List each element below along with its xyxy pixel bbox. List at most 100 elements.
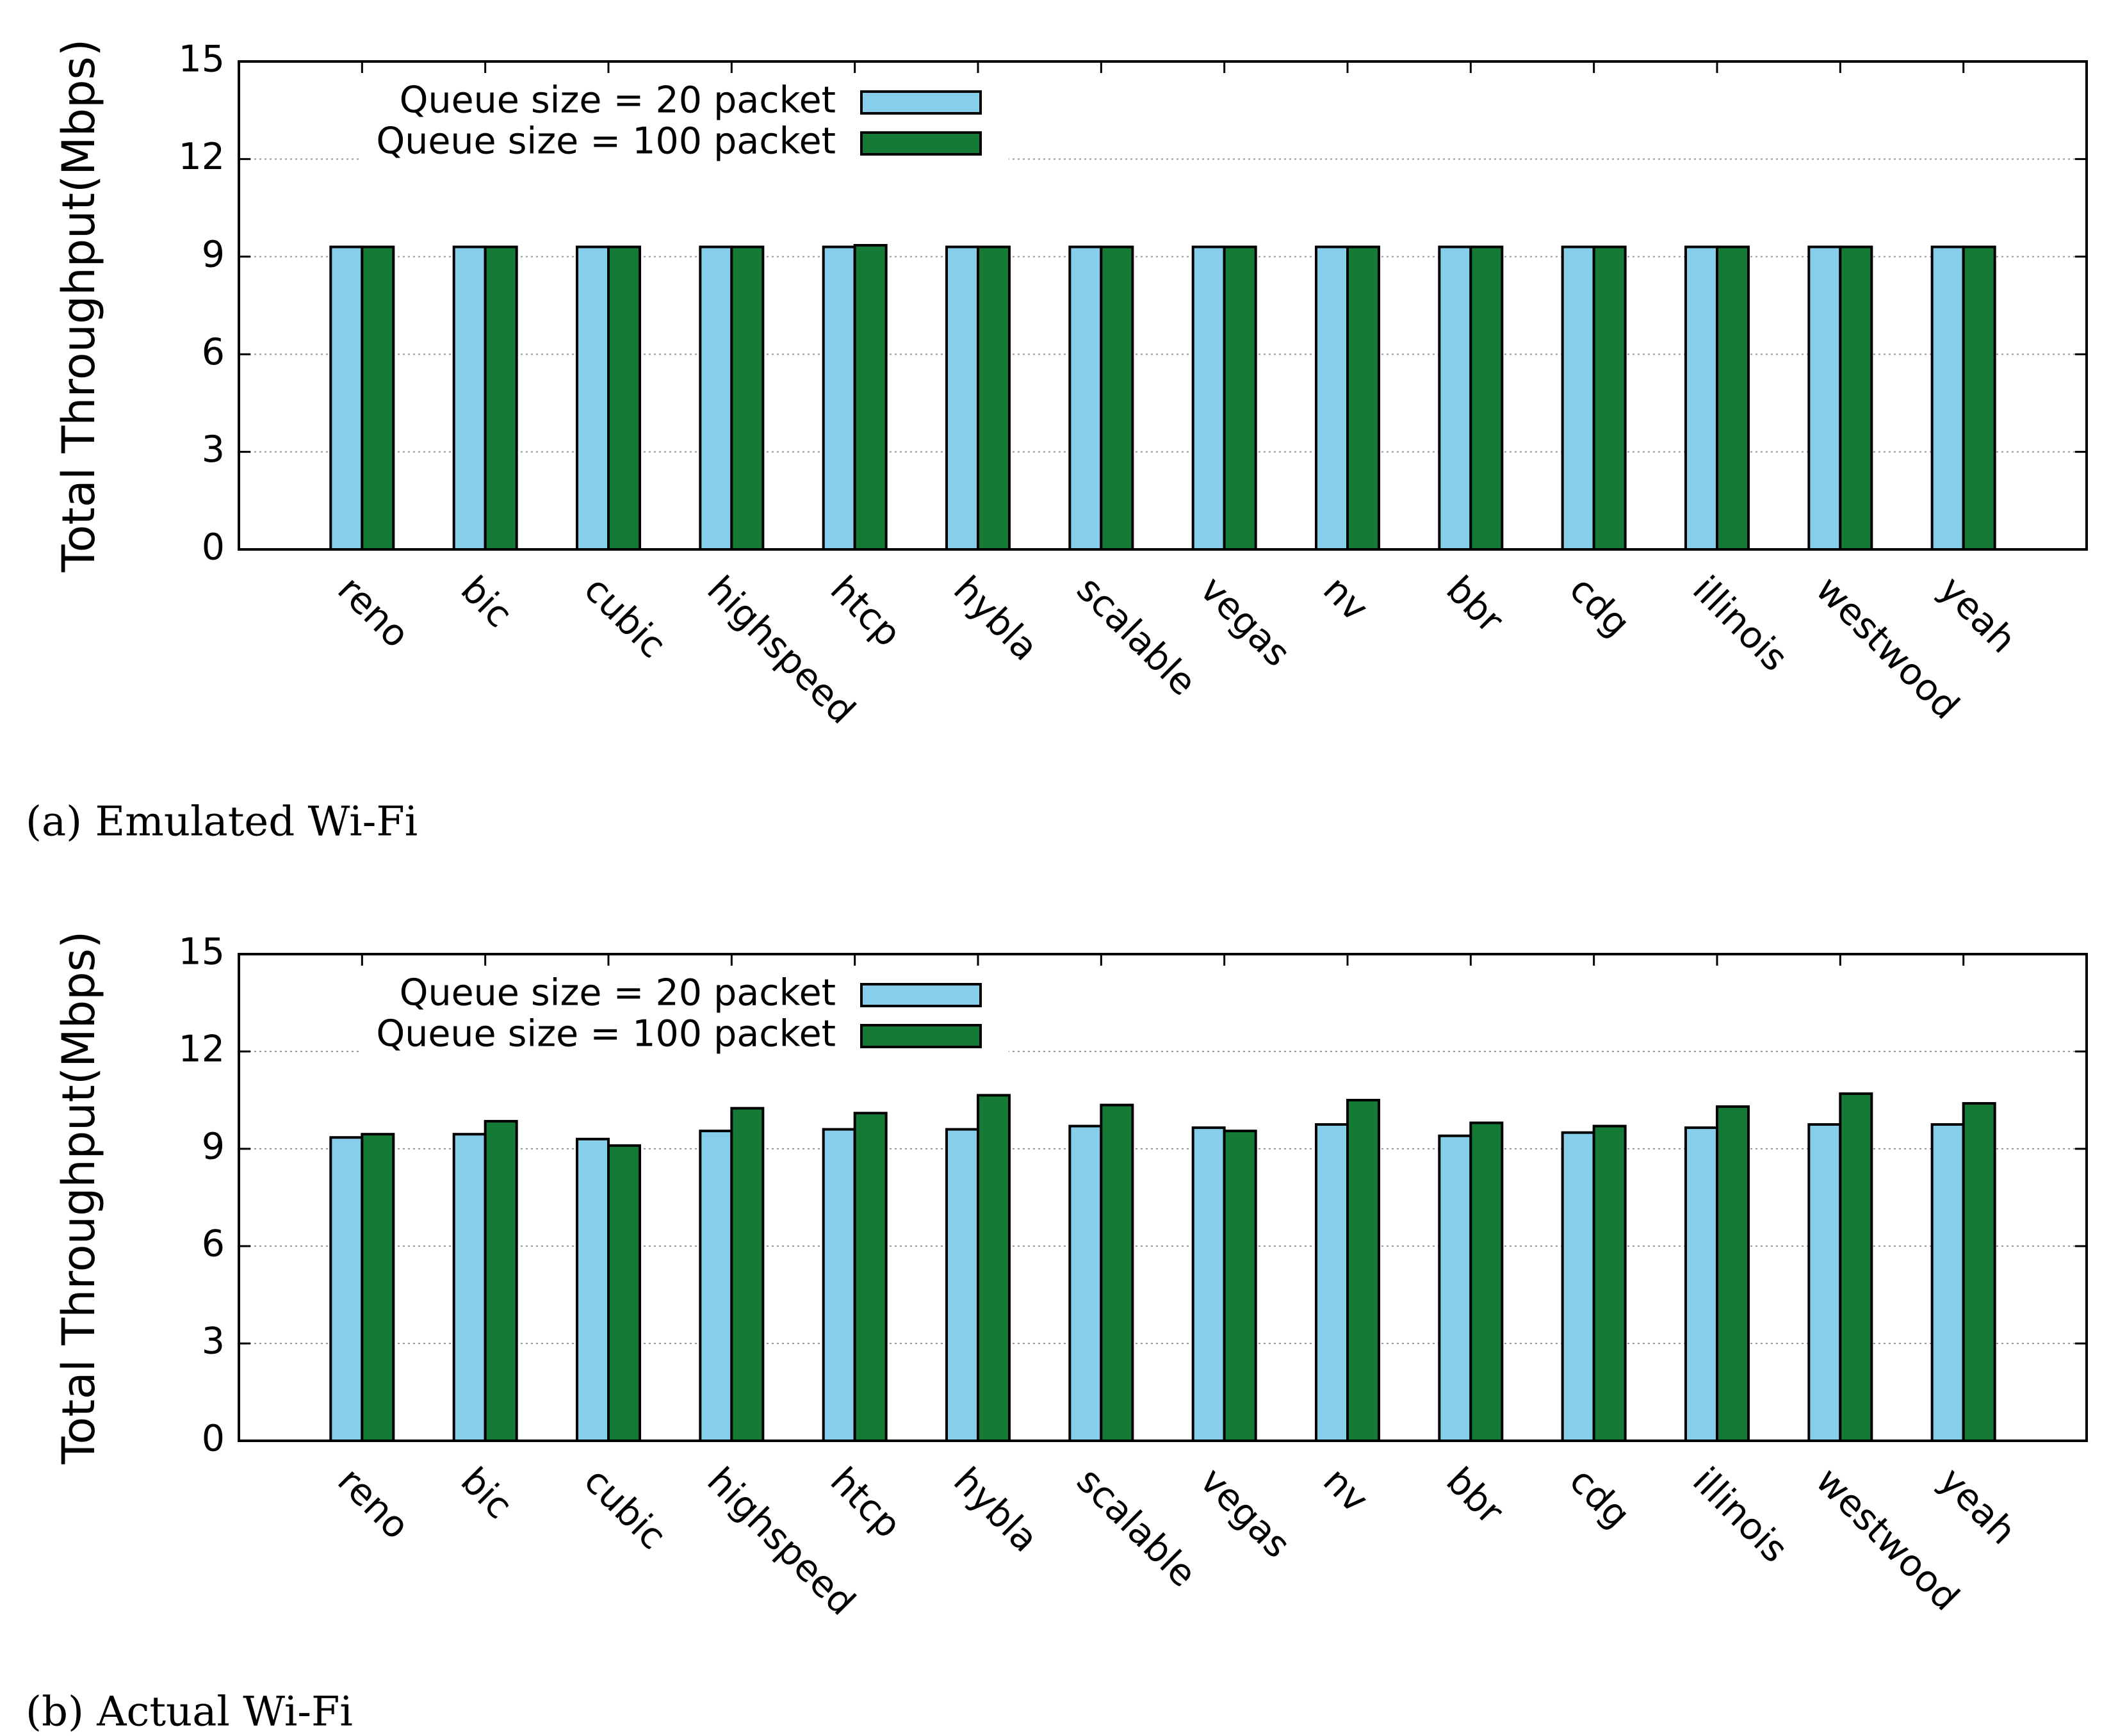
bar [1930,1123,1965,1442]
bar [977,245,1011,551]
x-tick-label: hybla [945,568,1047,669]
legend-swatch [860,90,982,115]
x-tick-label: yeah [1931,568,2024,661]
x-tick-label: reno [329,568,417,656]
bar [1930,245,1965,551]
y-tick-label: 12 [178,136,225,178]
x-tick-label: nv [1315,568,1376,629]
legend-swatch [860,131,982,156]
legend-label: Queue size = 100 packet [376,120,836,163]
bar [484,245,518,551]
legend-label: Queue size = 100 packet [376,1013,836,1055]
x-tick-label: bic [453,568,521,636]
x-tick-label: scalable [1068,1459,1204,1595]
x-tick-label: htcp [822,1459,909,1546]
bar [329,1136,364,1443]
bar [1100,245,1134,551]
bar [699,1130,733,1442]
bar [1438,1134,1472,1442]
bar [1807,245,1842,551]
plot-frame [238,953,2088,1442]
bar [730,245,765,551]
y-tick-label: 3 [202,428,225,471]
bar [1469,1121,1504,1442]
bar [1438,245,1472,551]
x-tick-label: cubic [576,1459,674,1557]
bar [329,245,364,551]
bar [945,245,979,551]
x-tick-label: vegas [1192,1459,1299,1566]
caption: (a) Emulated Wi-Fi [26,799,418,846]
x-tick-label: illinois [1684,568,1796,679]
bar [1592,245,1627,551]
bar [576,245,610,551]
bar [977,1094,1011,1442]
bar [452,245,487,551]
bar [1191,1126,1226,1442]
legend-swatch [860,1024,982,1048]
bar [822,245,856,551]
bar [1962,1102,1996,1442]
bar [1716,245,1750,551]
bar [361,245,395,551]
x-tick-label: cdg [1561,1459,1638,1536]
y-tick-label: 3 [202,1320,225,1363]
bar [1315,245,1349,551]
y-tick-label: 15 [178,931,225,973]
bar [607,1144,641,1443]
bar [452,1133,487,1442]
bar [1469,245,1504,551]
x-tick-label: yeah [1931,1459,2024,1553]
x-tick-label: vegas [1192,568,1299,675]
plot-frame [238,60,2088,551]
y-tick-label: 15 [178,38,225,81]
x-tick-label: bbr [1438,1459,1511,1533]
y-tick-label: 9 [202,233,225,275]
x-tick-label: bbr [1438,568,1511,642]
bar [822,1128,856,1442]
bar [730,1107,765,1442]
y-tick-label: 6 [202,1223,225,1265]
bar [1346,245,1380,551]
bar [1068,1124,1103,1442]
bar [1191,245,1226,551]
bar [576,1137,610,1443]
bar [1315,1123,1349,1442]
bar [1068,245,1103,551]
bar [1561,245,1595,551]
bar [1223,1130,1257,1442]
bar [1716,1105,1750,1442]
bar [945,1128,979,1442]
x-tick-label: bic [453,1459,521,1527]
caption: (b) Actual Wi-Fi [26,1689,353,1736]
bar [484,1119,518,1443]
bar [607,245,641,551]
legend-label: Queue size = 20 packet [400,79,836,122]
x-tick-label: reno [329,1459,417,1547]
bar [1807,1123,1842,1442]
bar [1684,1126,1718,1442]
y-axis-label: Total Throughput(Mbps) [53,39,105,573]
legend-label: Queue size = 20 packet [400,972,836,1014]
bar [1684,245,1718,551]
bar [361,1133,395,1442]
x-tick-label: nv [1315,1459,1376,1521]
x-tick-label: illinois [1684,1459,1796,1571]
bar [853,244,888,551]
bar [1592,1124,1627,1442]
y-axis-label: Total Throughput(Mbps) [53,931,105,1465]
bar [699,245,733,551]
x-tick-label: htcp [822,568,909,655]
y-tick-label: 0 [202,526,225,569]
legend-swatch [860,983,982,1007]
y-tick-label: 12 [178,1028,225,1071]
bar [1346,1099,1380,1442]
x-tick-label: hybla [945,1459,1047,1561]
y-tick-label: 9 [202,1126,225,1168]
bar [1223,245,1257,551]
bar [1839,245,1873,551]
